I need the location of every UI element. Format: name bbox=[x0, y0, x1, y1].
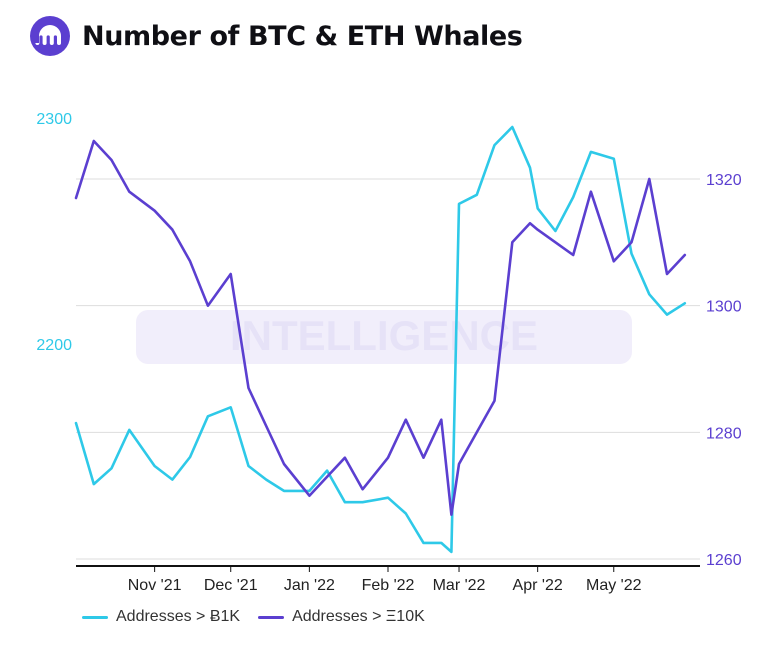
x-tick-label: Apr '22 bbox=[513, 577, 563, 594]
header: Number of BTC & ETH Whales bbox=[30, 16, 523, 56]
y-left-tick-label: 2200 bbox=[36, 337, 72, 354]
x-tick-label: Mar '22 bbox=[433, 577, 486, 594]
y-right-tick-label: 1260 bbox=[706, 552, 742, 569]
legend-item-btc[interactable]: Addresses > Ƀ1K bbox=[82, 608, 240, 626]
watermark-text: INTELLIGENCE bbox=[230, 312, 538, 359]
chart-title: Number of BTC & ETH Whales bbox=[82, 20, 523, 52]
x-tick-label: Jan '22 bbox=[284, 577, 335, 594]
kraken-logo-icon bbox=[30, 16, 70, 56]
x-tick-label: Nov '21 bbox=[128, 577, 182, 594]
axes: 1320 1300 1280 1260 2300 2200 Nov '21 Dec '21 Ja… bbox=[36, 111, 741, 594]
watermark-badge bbox=[136, 310, 632, 364]
legend-label-eth: Addresses > Ξ10K bbox=[292, 608, 425, 625]
x-tick-label: Feb '22 bbox=[362, 577, 415, 594]
legend-swatch-btc bbox=[82, 615, 108, 619]
legend-item-eth[interactable]: Addresses > Ξ10K bbox=[258, 608, 425, 626]
y-left-tick-label: 2300 bbox=[36, 111, 72, 128]
series-line-eth bbox=[74, 139, 687, 517]
watermark: INTELLIGENCE bbox=[136, 310, 632, 364]
grid bbox=[76, 178, 700, 560]
legend: Addresses > Ƀ1K Addresses > Ξ10K bbox=[82, 608, 425, 626]
x-tick-label: May '22 bbox=[586, 577, 642, 594]
y-right-tick-label: 1280 bbox=[706, 425, 742, 442]
y-right-tick-label: 1320 bbox=[706, 172, 742, 189]
series-line-btc bbox=[74, 125, 687, 554]
legend-label-btc: Addresses > Ƀ1K bbox=[116, 608, 241, 625]
x-tick-label: Dec '21 bbox=[204, 577, 258, 594]
legend-swatch-eth bbox=[258, 615, 285, 619]
y-right-tick-label: 1300 bbox=[706, 299, 742, 316]
series-layer bbox=[74, 125, 687, 554]
